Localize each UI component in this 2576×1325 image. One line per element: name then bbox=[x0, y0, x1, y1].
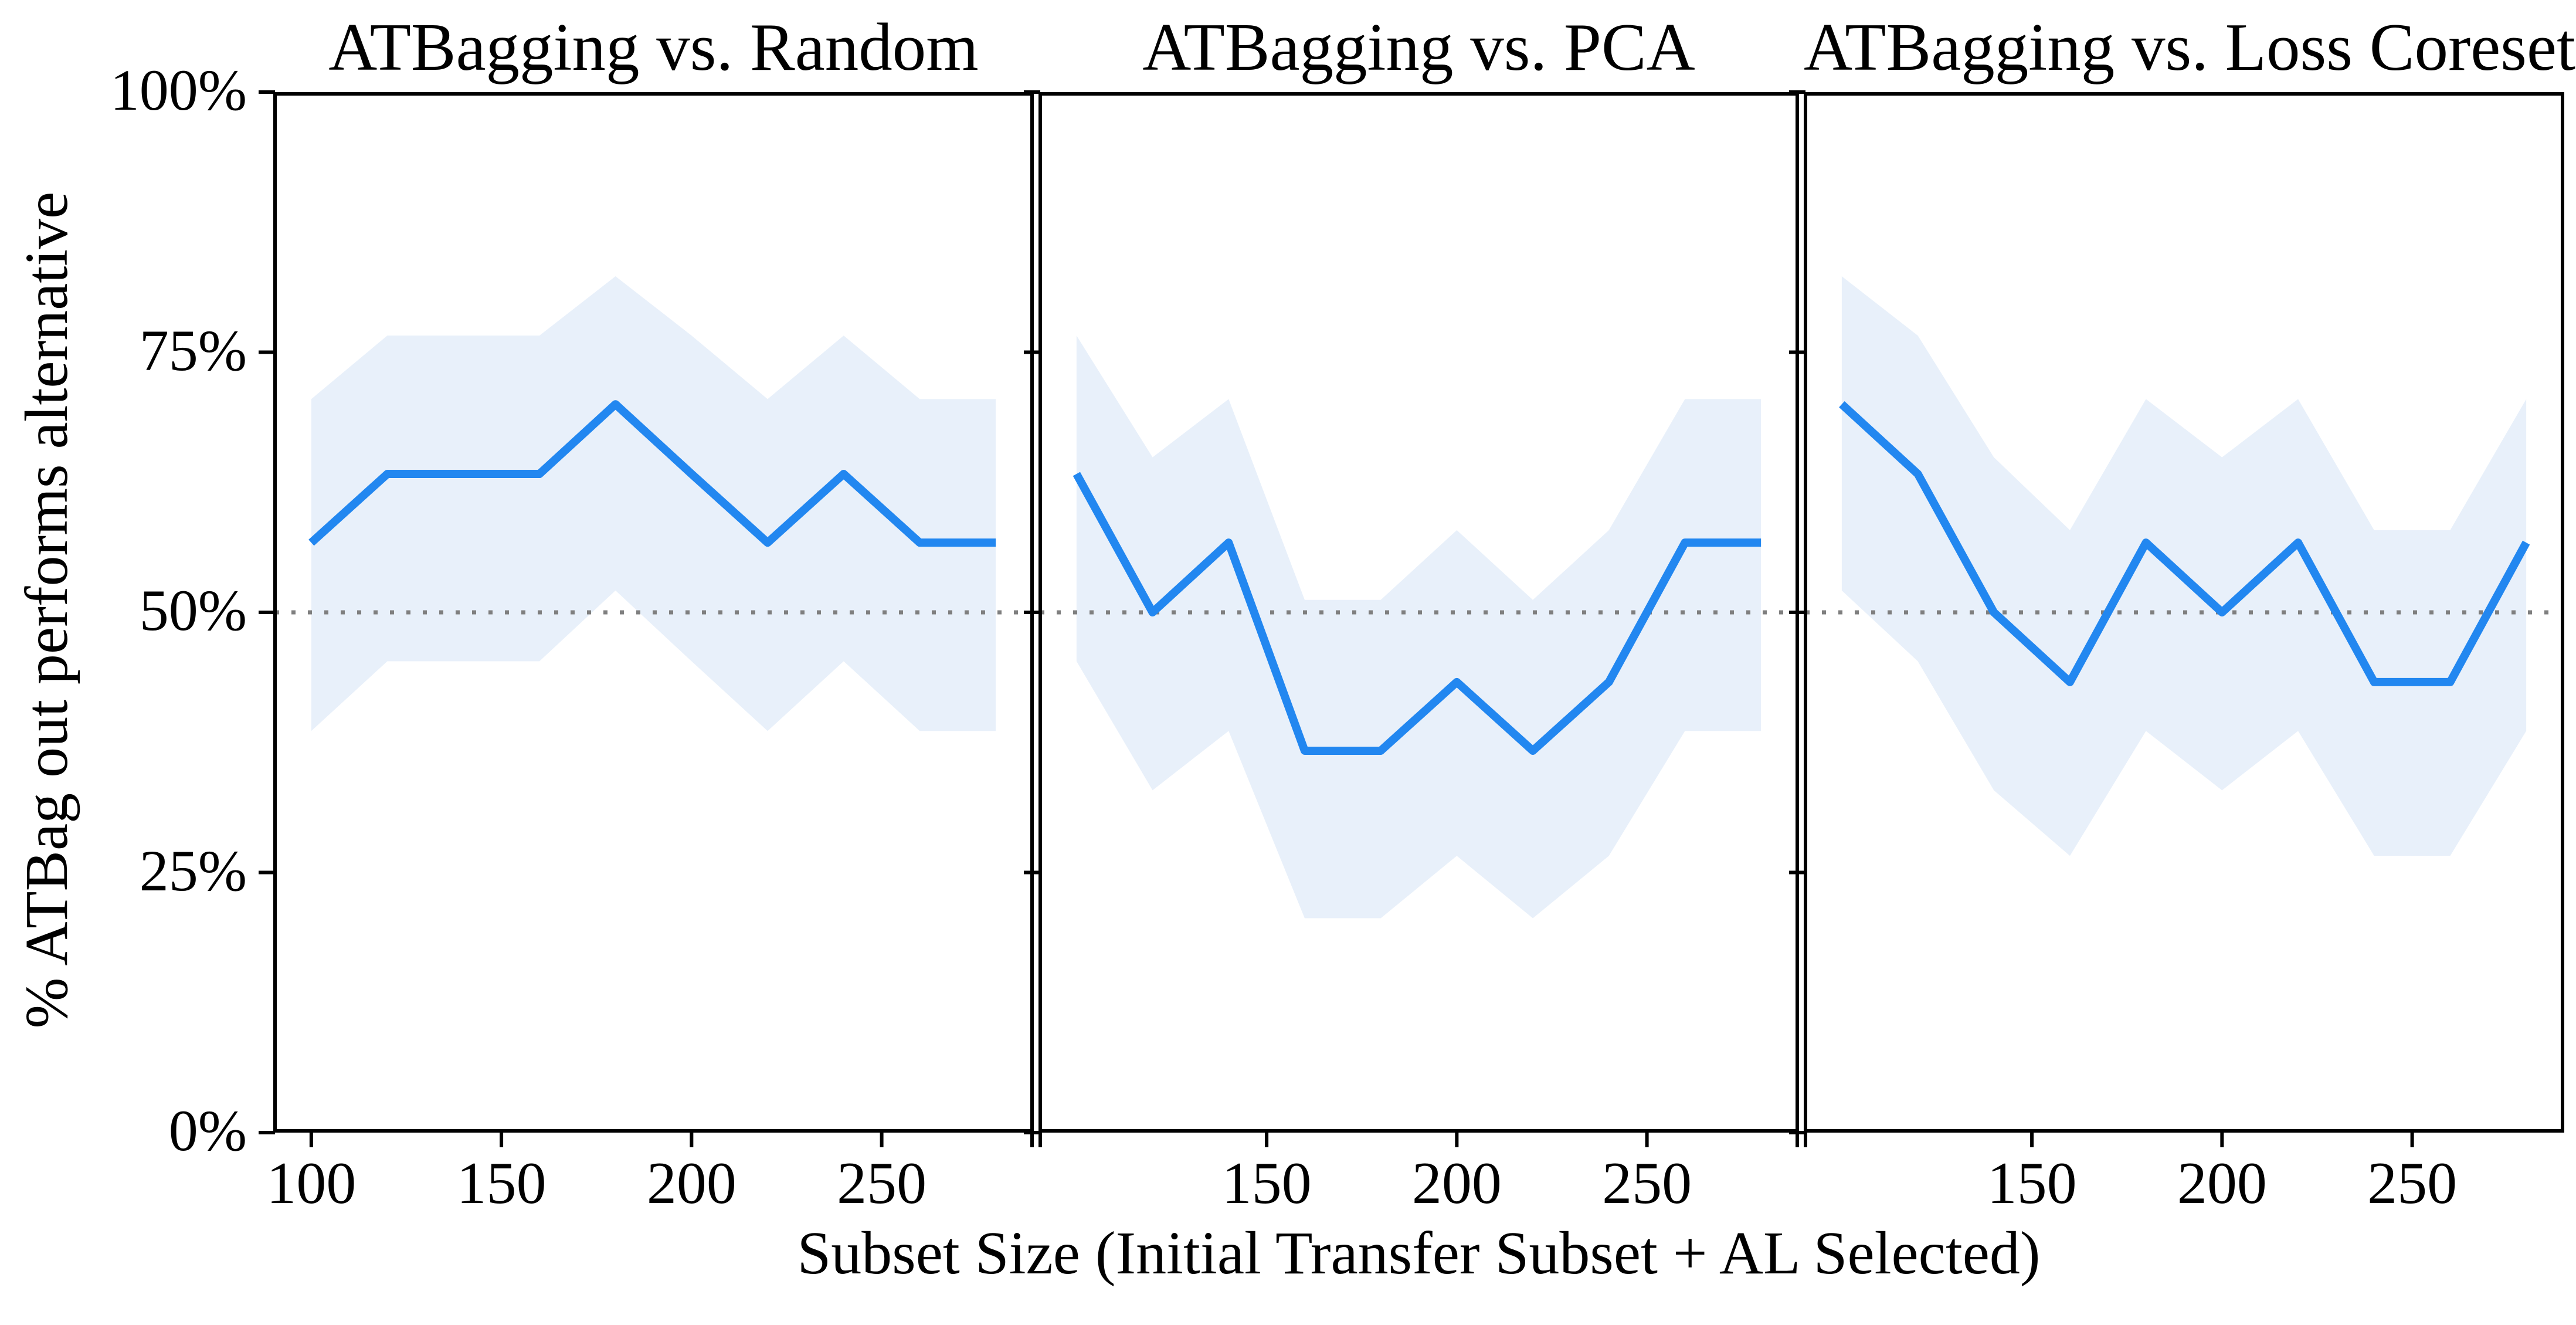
x-tick-label: 250 bbox=[1602, 1150, 1692, 1216]
x-tick-label: 200 bbox=[2177, 1150, 2267, 1216]
x-axis-label: Subset Size (Initial Transfer Subset + A… bbox=[797, 1219, 2041, 1287]
x-tick-label: 200 bbox=[1411, 1150, 1502, 1216]
panel-plot-pca bbox=[1024, 90, 1799, 1147]
mean-line bbox=[1073, 472, 1762, 755]
y-tick-label: 50% bbox=[139, 578, 247, 643]
x-tick-label: 150 bbox=[456, 1150, 547, 1216]
y-tick-label: 75% bbox=[139, 317, 247, 383]
panel-title-random: ATBagging vs. Random bbox=[328, 10, 979, 84]
panel-title-loss-coreset: ATBagging vs. Loss Coreset bbox=[1804, 10, 2576, 84]
y-tick-label: 0% bbox=[168, 1098, 247, 1163]
x-tick-label: 250 bbox=[837, 1150, 927, 1216]
confidence-band bbox=[1841, 276, 2527, 856]
y-tick-label: 25% bbox=[139, 838, 247, 903]
y-tick-label: 100% bbox=[110, 57, 247, 123]
panel-plot-loss-coreset bbox=[1789, 90, 2564, 1147]
x-tick-label: 250 bbox=[2367, 1150, 2458, 1216]
x-tick-label: 150 bbox=[1221, 1150, 1312, 1216]
mean-line bbox=[1839, 401, 2530, 686]
mean-line bbox=[308, 400, 996, 547]
panel-plot-random bbox=[259, 90, 1034, 1147]
panel-title-pca: ATBagging vs. PCA bbox=[1142, 10, 1695, 84]
x-tick-label: 100 bbox=[266, 1150, 357, 1216]
x-tick-label: 200 bbox=[646, 1150, 737, 1216]
x-tick-label: 150 bbox=[1987, 1150, 2077, 1216]
confidence-band bbox=[311, 276, 996, 731]
confidence-band bbox=[1076, 336, 1762, 919]
